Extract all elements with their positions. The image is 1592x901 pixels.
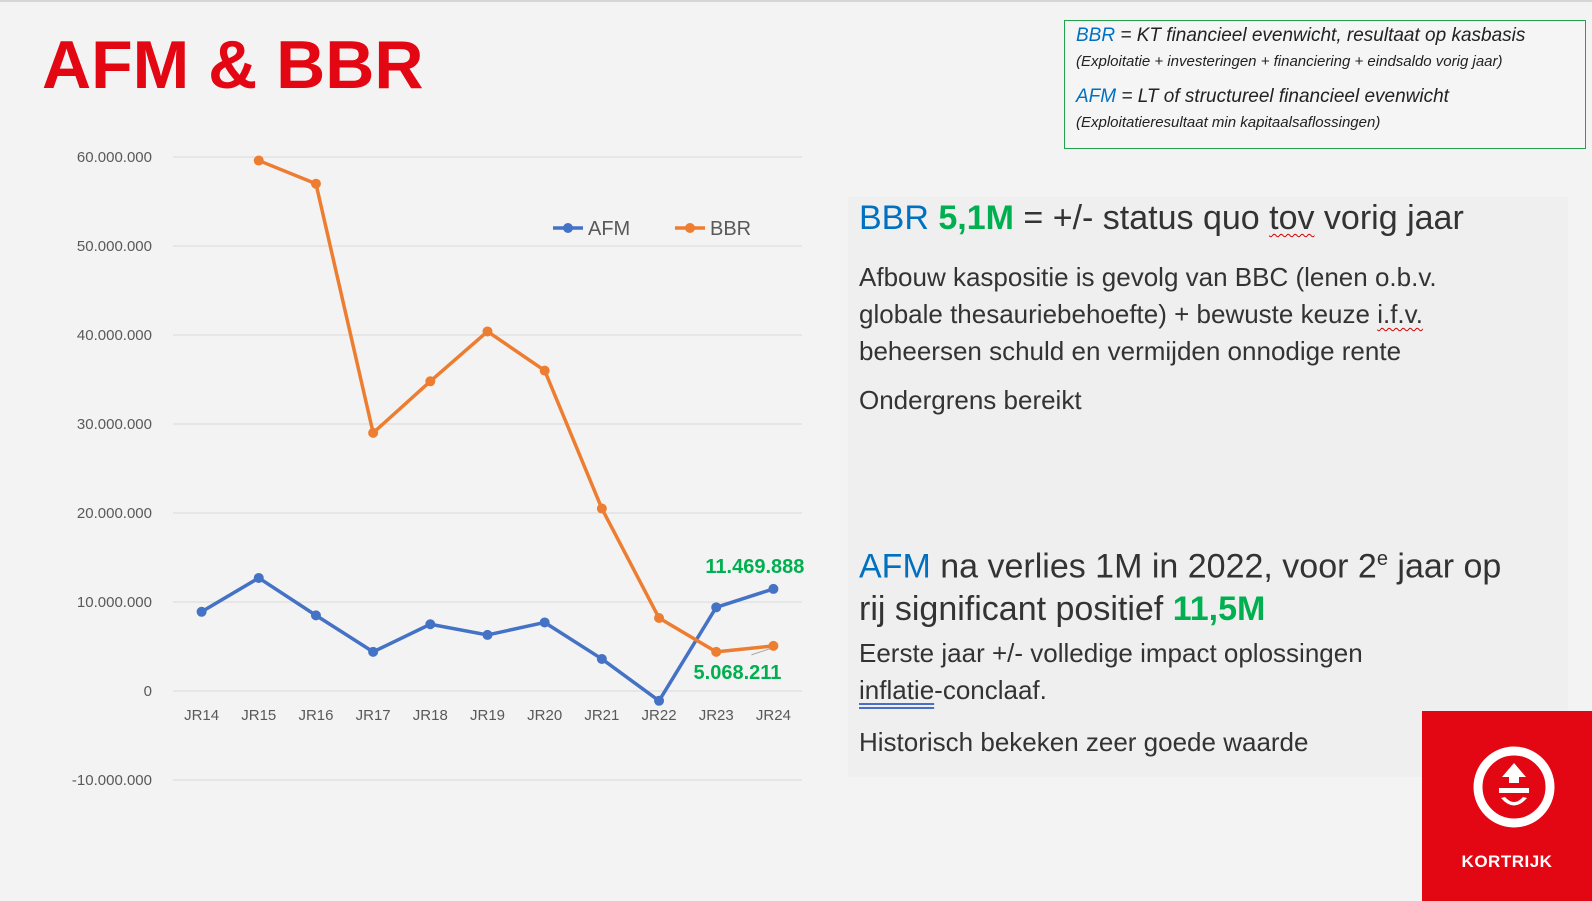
data-point-afm	[596, 653, 607, 664]
data-point-afm	[768, 583, 779, 594]
bbr-note: Ondergrens bereikt	[859, 385, 1082, 415]
afm-heading-abbr: AFM	[859, 547, 931, 586]
data-point-bbr	[425, 376, 436, 387]
afm-heading-line1: AFM na verlies 1M in 2022, voor 2e jaar …	[859, 538, 1501, 588]
data-point-afm	[368, 646, 379, 657]
bbr-body-line2b: i.f.v.	[1377, 299, 1423, 329]
y-tick-label: 0	[144, 683, 152, 700]
data-point-bbr	[711, 646, 722, 657]
logo-text: KORTRIJK	[1461, 852, 1553, 871]
afm-heading-line2: rij significant positief 11,5M	[859, 588, 1501, 631]
commentary-panel: BBR 5,1M = +/- status quo tov vorig jaar…	[848, 197, 1568, 777]
bbr-body-line2a: globale thesauriebehoefte) + bewuste keu…	[859, 299, 1378, 329]
top-border	[0, 0, 1592, 2]
afm-definition: AFM = LT of structureel financieel evenw…	[1076, 86, 1449, 108]
series-line-bbr	[258, 158, 774, 654]
bbr-body: Afbouw kaspositie is gevolg van BBC (len…	[859, 259, 1437, 370]
data-point-bbr	[596, 503, 607, 514]
bbr-body-line1: Afbouw kaspositie is gevolg van BBC (len…	[859, 262, 1437, 292]
y-tick-label: 10.000.000	[77, 594, 152, 611]
bbr-body-line2: globale thesauriebehoefte) + bewuste keu…	[859, 296, 1437, 333]
data-point-afm	[425, 619, 436, 630]
data-point-bbr	[768, 640, 779, 651]
line-chart: 60.000.000 50.000.000 40.000.000 30.000.000…	[72, 149, 804, 789]
bbr-heading-text-a: = +/- status quo	[1013, 199, 1270, 237]
data-point-bbr	[654, 613, 665, 624]
data-point-bbr	[253, 155, 264, 166]
afm-heading-line2-text: rij significant positief	[859, 590, 1173, 629]
x-tick-label: JR23	[699, 707, 734, 724]
data-point-afm	[310, 610, 321, 621]
bbr-heading: BBR 5,1M = +/- status quo tov vorig jaar	[859, 199, 1464, 238]
bbr-heading-text-b: vorig jaar	[1314, 199, 1464, 237]
afm-note: Historisch bekeken zeer goede waarde	[859, 727, 1309, 757]
data-point-afm	[539, 617, 550, 628]
bbr-definition-sub: (Exploitatie + investeringen + financier…	[1076, 53, 1503, 70]
x-tick-label: JR22	[642, 707, 677, 724]
afm-def-text: = LT of structureel financieel evenwicht	[1116, 86, 1449, 107]
y-tick-label: 30.000.000	[77, 416, 152, 433]
afm-body-line2a: inflatie	[859, 675, 935, 705]
data-point-bbr	[539, 365, 550, 376]
data-point-afm	[253, 572, 264, 583]
annotation-leader-line	[751, 648, 770, 656]
afm-heading-text-b: jaar op	[1387, 547, 1502, 586]
afm-body-line2b: -conclaaf.	[934, 675, 1047, 705]
afm-heading: AFM na verlies 1M in 2022, voor 2e jaar …	[859, 538, 1501, 631]
afm-body: Eerste jaar +/- volledige impact oplossi…	[859, 635, 1363, 709]
data-point-bbr	[310, 178, 321, 189]
data-point-bbr	[368, 427, 379, 438]
x-tick-label: JR19	[470, 707, 505, 724]
data-point-afm	[711, 602, 722, 613]
afm-definition-sub: (Exploitatieresultaat min kapitaalsaflos…	[1076, 114, 1381, 131]
legend-label: BBR	[710, 218, 751, 240]
bbr-def-text: = KT financieel evenwicht, resultaat op …	[1115, 25, 1526, 46]
y-tick-label: 20.000.000	[77, 505, 152, 522]
kortrijk-emblem-icon	[1473, 746, 1555, 828]
x-tick-label: JR21	[584, 707, 619, 724]
afm-heading-sup: e	[1376, 548, 1388, 570]
x-tick-label: JR14	[184, 707, 219, 724]
afm-abbr: AFM	[1076, 86, 1117, 107]
afm-body-line2: inflatie-conclaaf.	[859, 672, 1363, 709]
afm-body-line1: Eerste jaar +/- volledige impact oplossi…	[859, 638, 1363, 668]
legend-marker-dot	[563, 223, 573, 233]
bbr-abbr: BBR	[1076, 25, 1116, 46]
bbr-heading-tov: tov	[1269, 199, 1315, 237]
y-tick-label: 60.000.000	[77, 149, 152, 166]
data-point-bbr	[482, 326, 493, 337]
x-tick-label: JR24	[756, 707, 791, 724]
afm-heading-value: 11,5M	[1172, 590, 1266, 629]
kortrijk-logo: KORTRIJK	[1422, 711, 1592, 901]
data-point-afm	[482, 629, 493, 640]
data-label-afm: 11.469.888	[705, 556, 804, 578]
x-tick-label: JR18	[413, 707, 448, 724]
x-tick-label: JR20	[527, 707, 562, 724]
y-tick-label: 40.000.000	[77, 327, 152, 344]
x-tick-label: JR15	[241, 707, 276, 724]
legend-marker-dot	[685, 223, 695, 233]
afm-heading-text-a: na verlies 1M in 2022, voor 2	[930, 547, 1377, 586]
data-label-bbr: 5.068.211	[694, 662, 782, 684]
y-tick-label: 50.000.000	[77, 238, 152, 255]
slide-title: AFM & BBR	[42, 27, 424, 103]
bbr-heading-value: 5,1M	[938, 199, 1014, 237]
definitions-box: BBR = KT financieel evenwicht, resultaat…	[1064, 20, 1586, 149]
bbr-body-line3: beheersen schuld en vermijden onnodige r…	[859, 336, 1402, 366]
legend-label: AFM	[588, 218, 630, 240]
x-tick-label: JR16	[298, 707, 333, 724]
x-tick-label: JR17	[356, 707, 391, 724]
y-tick-label: -10.000.000	[72, 772, 152, 789]
bbr-definition: BBR = KT financieel evenwicht, resultaat…	[1076, 25, 1525, 47]
bbr-heading-abbr: BBR	[859, 199, 929, 237]
data-point-afm	[654, 695, 665, 706]
data-point-afm	[196, 606, 207, 617]
